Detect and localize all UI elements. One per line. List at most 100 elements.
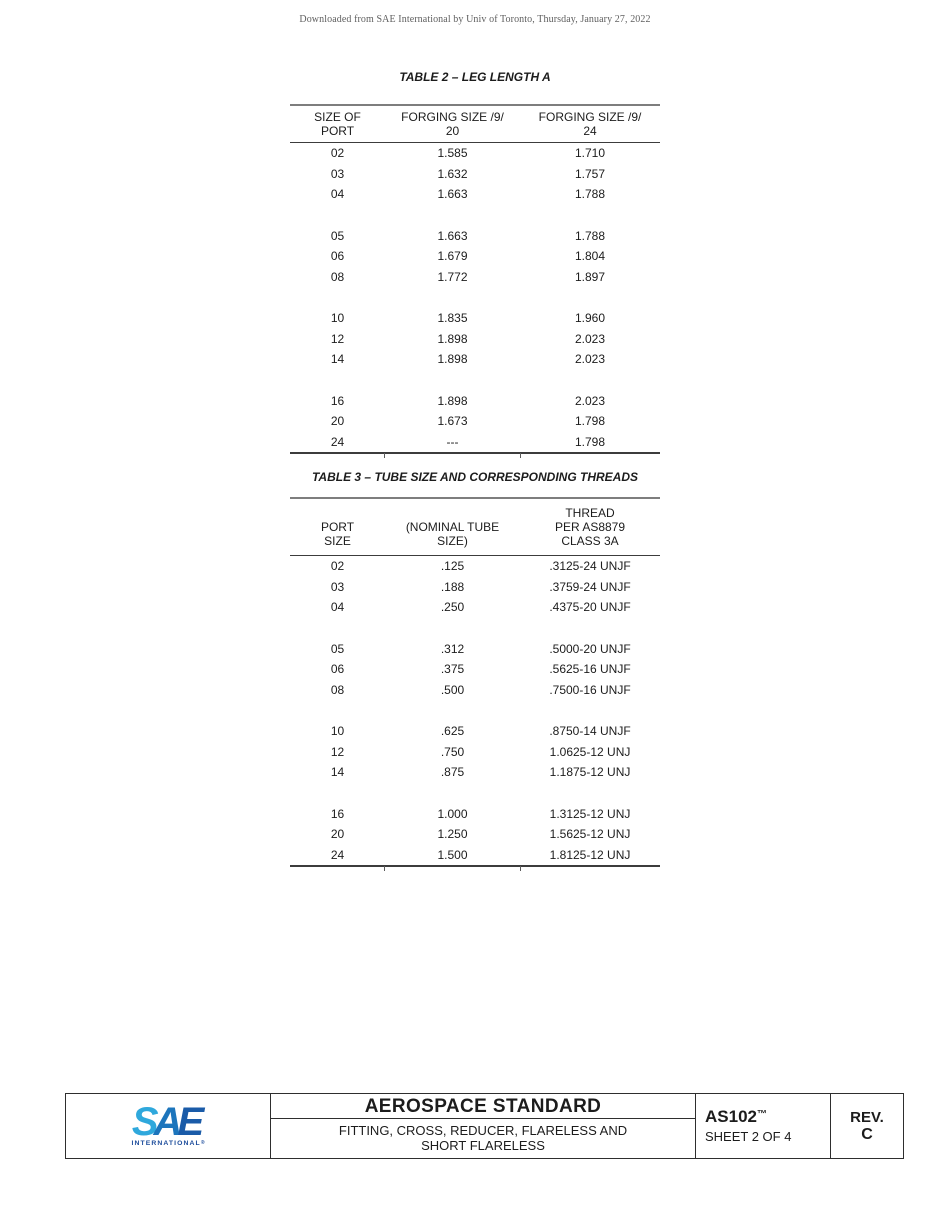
table-cell: 1.898	[437, 352, 468, 367]
registered-mark: ®	[200, 1139, 205, 1146]
table-cell: 1.8125-12 UNJ	[549, 847, 631, 862]
table-cell: 1.898	[437, 331, 468, 346]
column-header: SIZE OF PORT	[290, 104, 385, 143]
table-row: 16 1.898 2.023	[290, 391, 660, 412]
table-cell: 1.798	[574, 414, 606, 429]
column-header: FORGING SIZE /9/20	[385, 104, 520, 143]
table-cell: 14	[330, 765, 345, 780]
table-cell: .375	[440, 662, 465, 677]
table-row: 05 .312 .5000-20 UNJF	[290, 639, 660, 660]
table-row: 24 --- 1.798	[290, 432, 660, 454]
sae-logo-subtext: INTERNATIONAL®	[131, 1139, 205, 1147]
standard-type-title: AEROSPACE STANDARD	[364, 1095, 602, 1117]
table-cell: .312	[440, 641, 465, 656]
table-row: 06 1.679 1.804	[290, 246, 660, 267]
document-number: AS102™	[705, 1106, 767, 1126]
table-cell: .3759-24 UNJF	[549, 579, 631, 594]
table-cell: 16	[330, 806, 345, 821]
table-cell: .3125-24 UNJF	[549, 559, 631, 574]
column-header: FORGING SIZE /9/24	[520, 104, 660, 143]
table-cell: 1.000	[437, 806, 468, 821]
table-cell: 1.663	[437, 187, 468, 202]
table-row: 10 1.835 1.960	[290, 308, 660, 329]
title-block: SAE INTERNATIONAL® AEROSPACE STANDARD FI…	[65, 1093, 904, 1159]
table-cell: .188	[440, 579, 465, 594]
table-cell: 1.3125-12 UNJ	[549, 806, 631, 821]
table-row: 14 .875 1.1875-12 UNJ	[290, 762, 660, 783]
group-spacer	[290, 618, 660, 639]
table2-title: TABLE 2 – LEG LENGTH A	[399, 70, 551, 84]
table-cell: 03	[330, 579, 345, 594]
revision-label: REV.	[850, 1108, 884, 1126]
table-cell: 1.250	[437, 827, 468, 842]
table-cell: .750	[440, 744, 465, 759]
group-spacer	[290, 700, 660, 721]
table-cell: 1.679	[437, 249, 468, 264]
table-cell: 20	[330, 827, 345, 842]
table-row: 14 1.898 2.023	[290, 349, 660, 370]
table-cell: 10	[330, 724, 345, 739]
table-cell: .8750-14 UNJF	[549, 724, 631, 739]
table-cell: 05	[330, 641, 345, 656]
document-subtitle: FITTING, CROSS, REDUCER, FLARELESS AND S…	[271, 1119, 695, 1158]
table-cell: 03	[330, 166, 345, 181]
group-spacer	[290, 287, 660, 308]
table-row: 10 .625 .8750-14 UNJF	[290, 721, 660, 742]
table-row: 03 1.632 1.757	[290, 164, 660, 185]
table-cell: .7500-16 UNJF	[549, 682, 631, 697]
column-header: THREAD PER AS8879 CLASS 3A	[520, 497, 660, 556]
column-tick	[520, 453, 521, 458]
sae-letter-e: E	[177, 1099, 204, 1144]
table2-header-row: SIZE OF PORT FORGING SIZE /9/20 FORGING SIZ…	[290, 104, 660, 143]
table-cell: 08	[330, 269, 345, 284]
table-row: 12 1.898 2.023	[290, 329, 660, 350]
group-spacer	[290, 783, 660, 804]
column-header: (NOMINAL TUBE SIZE)	[385, 497, 520, 556]
table-cell: 24	[330, 434, 345, 449]
table-cell: 05	[330, 228, 345, 243]
table-row: 04 .250 .4375-20 UNJF	[290, 597, 660, 618]
table-cell: 1.585	[437, 146, 468, 161]
table-cell: .4375-20 UNJF	[549, 600, 631, 615]
sae-letter-s: S	[131, 1099, 159, 1144]
table-cell: 1.960	[574, 311, 606, 326]
table3-title: TABLE 3 – TUBE SIZE AND CORRESPONDING TH…	[311, 470, 639, 484]
table-cell: 1.897	[574, 269, 606, 284]
table-cell: 10	[330, 311, 345, 326]
table-cell: .125	[440, 559, 465, 574]
column-tick	[520, 866, 521, 871]
table-row: 02 1.585 1.710	[290, 143, 660, 164]
table-cell: 02	[330, 559, 345, 574]
sae-logo-letters: SAE	[132, 1102, 205, 1142]
table-cell: 1.788	[574, 187, 606, 202]
document-number-cell: AS102™ SHEET 2 OF 4	[695, 1094, 830, 1158]
table3-header-row: PORT SIZE (NOMINAL TUBE SIZE) THREAD PER AS88…	[290, 497, 660, 556]
column-header: PORT SIZE	[290, 497, 385, 556]
table-row: 16 1.000 1.3125-12 UNJ	[290, 804, 660, 825]
table-cell: 02	[330, 146, 345, 161]
download-watermark: Downloaded from SAE International by Uni…	[299, 14, 651, 25]
table-cell: 1.0625-12 UNJ	[549, 744, 631, 759]
table-row: 02 .125 .3125-24 UNJF	[290, 556, 660, 577]
table-cell: 16	[330, 393, 345, 408]
table-cell: 08	[330, 682, 345, 697]
sheet-number: SHEET 2 OF 4	[705, 1128, 792, 1144]
table2-section: TABLE 2 – LEG LENGTH A SIZE OF PORT FORGIN…	[290, 70, 660, 458]
table-cell: .250	[440, 600, 465, 615]
table2: SIZE OF PORT FORGING SIZE /9/20 FORGING SIZ…	[290, 104, 660, 454]
table-cell: 1.1875-12 UNJ	[549, 765, 631, 780]
table-cell: 2.023	[574, 331, 606, 346]
group-spacer	[290, 205, 660, 226]
table-cell: 1.835	[437, 311, 468, 326]
revision-cell: REV. C	[830, 1094, 903, 1158]
table-cell: 1.663	[437, 228, 468, 243]
table-cell: 12	[330, 331, 345, 346]
table-cell: 12	[330, 744, 345, 759]
table-cell: 04	[330, 600, 345, 615]
table-cell: 1.798	[574, 434, 606, 449]
column-tick	[384, 453, 385, 458]
table-cell: 1.898	[437, 393, 468, 408]
table-cell: 2.023	[574, 393, 606, 408]
sae-logo-cell: SAE INTERNATIONAL®	[66, 1094, 270, 1158]
